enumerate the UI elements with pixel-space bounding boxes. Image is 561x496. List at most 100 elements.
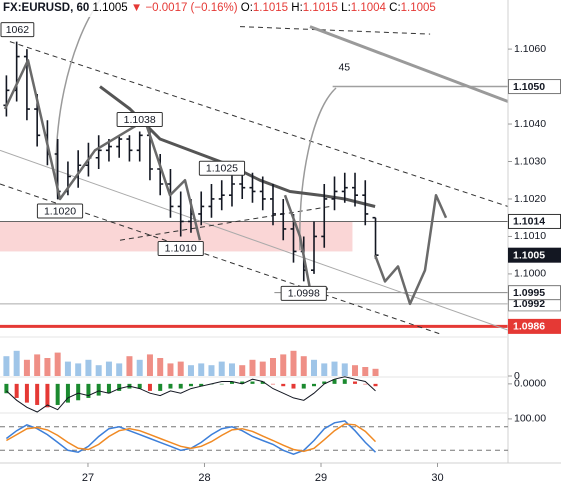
volume-bar <box>34 354 41 376</box>
volume-bar <box>54 352 61 376</box>
volume-bar <box>228 363 235 376</box>
macd-histogram <box>188 383 193 387</box>
volume-bar <box>321 363 328 376</box>
macd-histogram <box>65 383 70 403</box>
macd-histogram <box>240 381 245 384</box>
price-label: 1.1050 <box>513 81 545 93</box>
annotation-label: 1.1010 <box>165 243 197 255</box>
ohlc-bar <box>321 183 328 248</box>
ohlc-bar <box>126 135 133 162</box>
ohlc-bar <box>198 191 205 226</box>
volume-bar <box>239 365 246 376</box>
volume-bar <box>44 358 51 376</box>
volume-bar <box>218 361 225 376</box>
macd-histogram <box>137 383 142 389</box>
macd-histogram <box>199 383 204 387</box>
volume-bar <box>311 359 318 376</box>
open-value: 1.1015 <box>252 2 289 14</box>
annotation-box <box>157 240 204 256</box>
macd-histogram <box>363 383 368 385</box>
ohlc-bar <box>280 198 287 241</box>
ohlc-bar <box>218 180 225 211</box>
ohlc-bar <box>352 172 359 207</box>
volume-bar <box>352 365 359 376</box>
macd-histogram <box>117 383 122 391</box>
macd-histogram <box>301 383 306 389</box>
volume-bar <box>372 368 379 376</box>
volume-bar <box>75 363 82 376</box>
volume-bar <box>64 361 71 376</box>
close-label: C: <box>389 2 401 14</box>
macd-line <box>6 376 376 413</box>
macd-histogram <box>332 379 337 384</box>
macd-histogram <box>14 383 19 398</box>
change-arrow: ▼ <box>130 2 143 14</box>
macd-histogram <box>260 381 265 384</box>
volume-bar <box>95 365 102 376</box>
y-tick-label: 0 <box>514 370 520 382</box>
volume-bar <box>290 350 297 376</box>
volume-bar <box>280 354 287 376</box>
macd-histogram <box>178 383 183 389</box>
volume-bar <box>126 356 133 376</box>
ohlc-bar <box>95 135 102 169</box>
y-tick-label: 0.0000 <box>514 378 546 390</box>
ohlc-bar <box>249 172 256 203</box>
macd-histogram <box>270 383 275 385</box>
volume-bar <box>249 359 256 376</box>
trend-line <box>309 25 509 103</box>
fib-arc <box>299 87 337 251</box>
annotation-box <box>36 203 84 219</box>
volume-bar <box>136 359 143 376</box>
macd-histogram <box>342 379 347 384</box>
volume-bar <box>85 359 92 376</box>
oscillator-line <box>6 423 377 453</box>
annotation-box <box>280 285 327 301</box>
trend-line <box>0 183 441 335</box>
x-tick-label: 28 <box>198 472 210 484</box>
high-label: H: <box>291 2 303 14</box>
volume-bar <box>259 361 266 376</box>
volume-bar <box>177 361 184 376</box>
volume-bar <box>146 354 153 376</box>
ohlc-bar <box>331 176 338 211</box>
macd-histogram <box>373 383 378 387</box>
macd-histogram <box>281 383 286 387</box>
x-tick-label: 29 <box>315 472 327 484</box>
annotation-label: 1062 <box>6 24 30 36</box>
macd-histogram <box>291 383 296 389</box>
y-tick-label: 1.1000 <box>514 268 546 280</box>
macd-histogram <box>168 383 173 389</box>
ohlc-bar <box>311 221 318 274</box>
macd-histogram <box>147 383 152 391</box>
annotation-box <box>116 112 163 128</box>
y-tick-label: 1.1010 <box>514 230 546 242</box>
x-tick-label: 27 <box>82 472 94 484</box>
volume-bar <box>187 365 194 376</box>
price-label: 1.1005 <box>513 249 545 261</box>
macd-histogram <box>86 383 91 398</box>
annotation-label: 1.1025 <box>206 163 238 175</box>
high-value: 1.1015 <box>302 2 338 14</box>
price-label: 1.0986 <box>513 321 545 333</box>
trend-line <box>239 26 431 35</box>
change: −0.0017 (−0.16%) <box>145 2 238 14</box>
y-tick-label: 1.1030 <box>514 155 546 167</box>
macd-histogram <box>229 381 234 384</box>
ohlc-bar <box>362 180 369 226</box>
volume-bar <box>167 363 174 376</box>
annotation-label: 1.1038 <box>124 114 156 126</box>
macd-histogram <box>4 383 9 394</box>
symbol: FX:EURUSD, 60 <box>3 2 90 14</box>
ohlc-bar <box>208 183 215 218</box>
volume-bar <box>116 363 123 376</box>
ohlc-bar <box>177 191 184 237</box>
ohlc-bar <box>259 176 266 211</box>
volume-bar <box>3 356 10 376</box>
macd-histogram <box>219 383 224 385</box>
volume-bar <box>13 350 20 376</box>
annotation-box <box>198 160 246 176</box>
volume-bar <box>208 365 215 376</box>
trend-line <box>9 41 509 207</box>
